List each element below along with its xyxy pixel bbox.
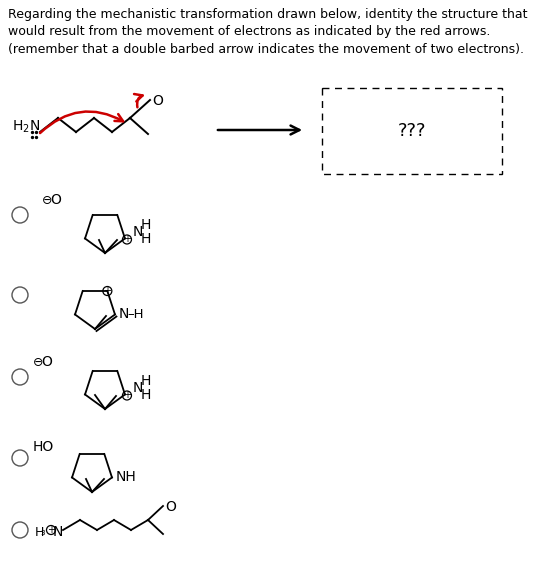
Text: +: + <box>123 390 131 400</box>
Text: O: O <box>50 193 61 207</box>
Text: N: N <box>119 307 129 321</box>
Text: Regarding the mechanistic transformation drawn below, identity the structure tha: Regarding the mechanistic transformation… <box>8 8 528 56</box>
Text: H: H <box>141 232 151 246</box>
Text: H: H <box>141 374 151 389</box>
Text: H: H <box>141 218 151 232</box>
Text: HO: HO <box>33 440 54 454</box>
Text: –H: –H <box>127 308 143 321</box>
Text: N: N <box>133 381 143 395</box>
Text: H$_2$N: H$_2$N <box>12 119 40 135</box>
Text: O: O <box>165 500 176 514</box>
Text: +: + <box>123 235 131 244</box>
Text: +: + <box>47 525 55 535</box>
Text: NH: NH <box>116 470 137 484</box>
Text: N: N <box>53 525 63 539</box>
Text: ???: ??? <box>398 122 426 140</box>
Text: O: O <box>41 355 52 369</box>
Text: O: O <box>152 94 163 108</box>
Text: ⊖: ⊖ <box>42 193 53 206</box>
Text: H: H <box>141 389 151 403</box>
Text: +: + <box>104 286 111 296</box>
Text: $_3$: $_3$ <box>40 528 46 538</box>
Text: ⊖: ⊖ <box>33 355 44 368</box>
Text: N: N <box>133 226 143 240</box>
Text: H: H <box>35 527 44 540</box>
